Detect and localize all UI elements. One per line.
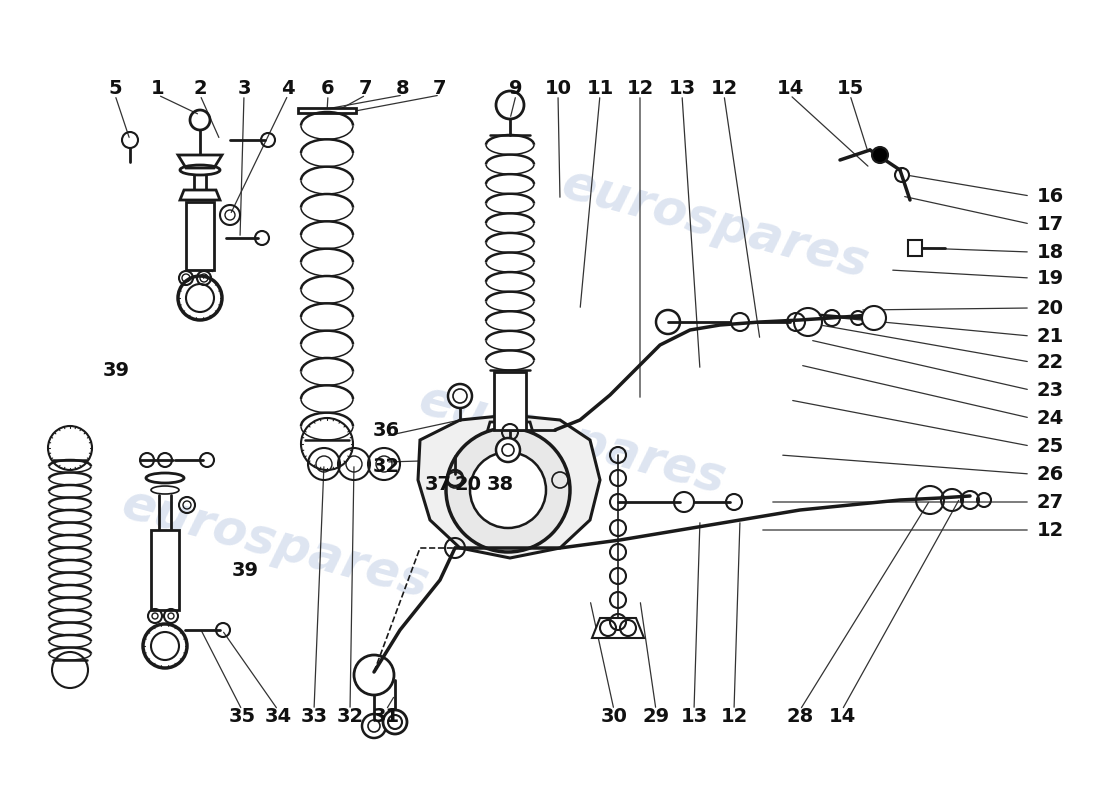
Text: 38: 38 (486, 474, 514, 494)
Text: 1: 1 (151, 78, 165, 98)
Text: 19: 19 (1036, 269, 1064, 287)
Text: 24: 24 (1036, 409, 1064, 427)
Text: 25: 25 (1036, 437, 1064, 455)
Text: 2: 2 (194, 78, 207, 98)
Circle shape (448, 384, 472, 408)
Text: 20: 20 (1036, 298, 1064, 318)
Polygon shape (298, 108, 356, 113)
Text: 7: 7 (433, 78, 447, 98)
Circle shape (383, 710, 407, 734)
Text: 13: 13 (681, 706, 707, 726)
Circle shape (388, 715, 401, 729)
Polygon shape (178, 155, 222, 168)
Text: 22: 22 (1036, 353, 1064, 371)
Text: 10: 10 (544, 78, 572, 98)
Text: 32: 32 (337, 706, 364, 726)
Text: 5: 5 (108, 78, 122, 98)
Text: 9: 9 (509, 78, 522, 98)
Polygon shape (180, 190, 220, 200)
Text: 11: 11 (586, 78, 614, 98)
Text: 26: 26 (1036, 465, 1064, 483)
Text: 12: 12 (711, 78, 738, 98)
Text: 15: 15 (836, 78, 864, 98)
Text: 7: 7 (360, 78, 373, 98)
Text: 28: 28 (786, 706, 814, 726)
Text: eurospares: eurospares (414, 376, 730, 504)
Text: 8: 8 (396, 78, 410, 98)
Text: 23: 23 (1036, 381, 1064, 399)
Text: 37: 37 (425, 474, 451, 494)
Text: 13: 13 (669, 78, 695, 98)
Text: 30: 30 (601, 706, 627, 726)
Text: 29: 29 (642, 706, 670, 726)
Text: 21: 21 (1036, 326, 1064, 346)
Circle shape (446, 428, 570, 552)
Text: 39: 39 (231, 561, 258, 579)
Text: 14: 14 (777, 78, 804, 98)
Text: 6: 6 (321, 78, 334, 98)
Circle shape (872, 147, 888, 163)
Polygon shape (592, 618, 644, 638)
Text: eurospares: eurospares (557, 160, 873, 288)
Text: 12: 12 (720, 706, 748, 726)
Circle shape (496, 438, 520, 462)
Text: 27: 27 (1036, 493, 1064, 511)
Text: 32: 32 (373, 457, 399, 475)
Bar (186, 202, 214, 270)
Bar (494, 372, 526, 430)
Text: 35: 35 (229, 706, 255, 726)
Circle shape (470, 452, 546, 528)
Text: 18: 18 (1036, 242, 1064, 262)
Text: 14: 14 (828, 706, 856, 726)
Text: 20: 20 (454, 474, 482, 494)
Text: 31: 31 (373, 706, 399, 726)
Text: 34: 34 (264, 706, 292, 726)
Text: 16: 16 (1036, 186, 1064, 206)
Polygon shape (418, 415, 600, 558)
Polygon shape (486, 422, 534, 436)
Text: eurospares: eurospares (117, 480, 433, 608)
Text: 33: 33 (300, 706, 328, 726)
Circle shape (862, 306, 886, 330)
Text: 12: 12 (1036, 521, 1064, 539)
Text: 36: 36 (373, 421, 399, 439)
Text: 17: 17 (1036, 214, 1064, 234)
Text: 4: 4 (282, 78, 295, 98)
Text: 39: 39 (102, 361, 130, 379)
Bar (908, 240, 922, 256)
Bar (151, 530, 179, 610)
Text: 12: 12 (626, 78, 653, 98)
Text: 3: 3 (238, 78, 251, 98)
